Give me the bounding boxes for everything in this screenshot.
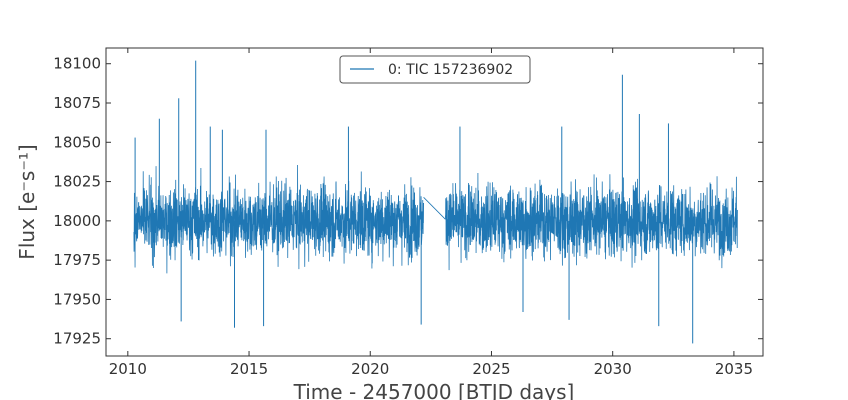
series-segment — [445, 173, 738, 271]
y-tick-label: 18025 — [53, 173, 101, 191]
y-tick-label: 17950 — [53, 290, 101, 308]
series-line — [133, 60, 738, 344]
x-tick-label: 2025 — [472, 360, 510, 378]
x-axis: 2010 2015 2020 2025 2030 2035 — [109, 48, 753, 378]
y-tick-label: 18000 — [53, 212, 101, 230]
series-segment — [133, 165, 424, 274]
legend: 0: TIC 157236902 — [339, 55, 531, 84]
plot-frame — [105, 47, 764, 357]
x-tick-label: 2035 — [715, 360, 753, 378]
legend-box — [339, 55, 531, 84]
y-tick-label: 18075 — [53, 94, 101, 112]
x-tick-label: 2010 — [109, 360, 147, 378]
y-tick-label: 17975 — [53, 251, 101, 269]
y-tick-label: 17925 — [53, 330, 101, 348]
gap-connector — [423, 197, 446, 220]
x-axis-label: Time - 2457000 [BTJD days] — [293, 380, 575, 400]
plot-background — [106, 48, 763, 356]
y-axis: 17925 17950 17975 18000 18025 18050 18075 18100 — [53, 55, 763, 348]
legend-label: 0: TIC 157236902 — [388, 62, 513, 78]
x-tick-label: 2030 — [594, 360, 632, 378]
x-tick-label: 2020 — [351, 360, 389, 378]
x-tick-label: 2015 — [230, 360, 268, 378]
y-tick-label: 18100 — [53, 55, 101, 73]
y-axis-label: Flux [e⁻s⁻¹] — [15, 144, 39, 259]
y-tick-label: 18050 — [53, 133, 101, 151]
